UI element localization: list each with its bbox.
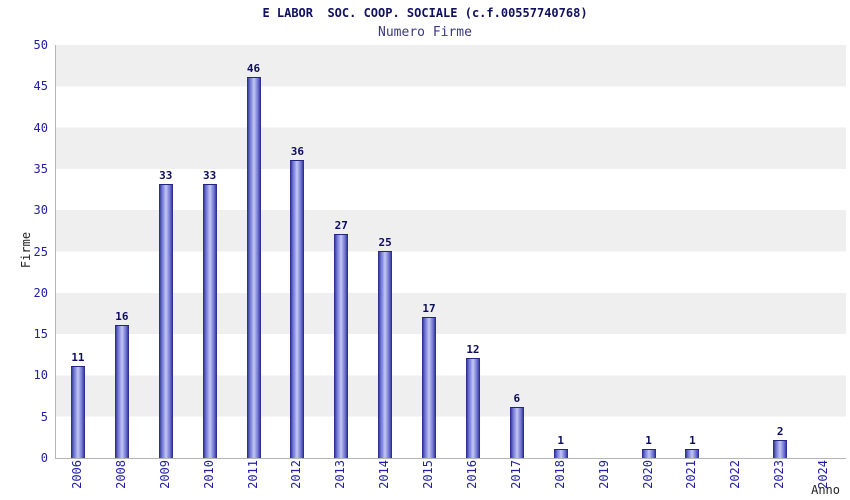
bar-2016 [465, 357, 480, 458]
x-tick-label: 2022 [728, 460, 743, 489]
y-tick-label: 45 [33, 79, 48, 94]
y-tick-label: 10 [33, 368, 48, 383]
bar-value-label: 1 [645, 433, 652, 447]
bar-value-label: 17 [422, 301, 436, 315]
x-tick-label: 2011 [245, 460, 260, 489]
x-tick-label: 2016 [464, 460, 479, 489]
bar-value-label: 16 [115, 309, 129, 323]
bar-value-label: 11 [71, 351, 85, 365]
x-tick-label: 2018 [552, 460, 567, 489]
bar-2010 [202, 184, 217, 458]
x-tick-label: 2014 [377, 460, 392, 489]
bar-2015 [422, 316, 437, 458]
bar-value-label: 33 [202, 169, 217, 183]
y-tick-label: 20 [33, 285, 48, 300]
bar-2014 [378, 250, 393, 458]
x-tick-label: 2006 [69, 460, 84, 489]
x-tick-label: 2008 [113, 460, 128, 489]
x-tick-label: 2017 [508, 460, 523, 489]
y-tick-label: 5 [40, 409, 48, 424]
bar-value-label: 1 [689, 433, 696, 447]
bar-value-label: 36 [290, 144, 304, 158]
x-axis-label: Anno [811, 483, 840, 497]
y-tick-label: 40 [33, 120, 48, 135]
x-tick-label: 2019 [596, 460, 611, 489]
chart-title: E LABOR SOC. COOP. SOCIALE (c.f.00557740… [262, 6, 588, 20]
bar-2009 [158, 184, 173, 458]
bar-2021 [685, 448, 700, 458]
bar-value-label: 1 [557, 433, 565, 447]
x-tick-label: 2021 [684, 460, 699, 489]
y-tick-label: 35 [33, 161, 48, 176]
bar-2011 [246, 77, 261, 458]
bar-value-label: 33 [159, 169, 173, 183]
x-tick-label: 2013 [333, 460, 348, 489]
bar-2018 [553, 448, 568, 458]
bar-2012 [290, 159, 305, 458]
bar-value-label: 46 [246, 62, 261, 76]
bar-value-label: 27 [334, 218, 348, 232]
plot-area: 11 16 33 33 46 36 27 25 17 12 6 1 1 1 2 [55, 45, 846, 459]
bar-value-label: 6 [513, 392, 521, 406]
bar-value-label: 2 [776, 425, 784, 439]
x-tick-label: 2015 [421, 460, 436, 489]
y-tick-label: 15 [33, 327, 48, 342]
bar-value-label: 12 [466, 342, 480, 356]
chart-subtitle: Numero Firme [378, 25, 472, 40]
x-axis-ticks: 2006 2008 2009 2010 2011 2012 2013 2014 2015 2016… [55, 459, 845, 500]
bar-2013 [334, 233, 349, 458]
y-tick-label: 50 [33, 38, 48, 52]
bar-2017 [509, 407, 524, 458]
x-tick-label: 2009 [157, 460, 172, 489]
y-axis-ticks: 0 5 10 15 20 25 30 35 40 45 50 [0, 39, 48, 464]
bar-2020 [641, 448, 656, 458]
x-tick-label: 2012 [289, 460, 304, 489]
y-tick-label: 25 [33, 244, 48, 259]
y-tick-label: 30 [33, 203, 48, 218]
y-tick-label: 0 [40, 451, 48, 465]
x-tick-label: 2010 [201, 460, 216, 489]
bar-value-label: 25 [378, 235, 392, 249]
x-tick-label: 2023 [772, 460, 787, 489]
bar-2023 [773, 440, 788, 458]
bar-2006 [70, 366, 85, 458]
bar-2008 [114, 324, 129, 458]
x-tick-label: 2020 [640, 460, 655, 489]
